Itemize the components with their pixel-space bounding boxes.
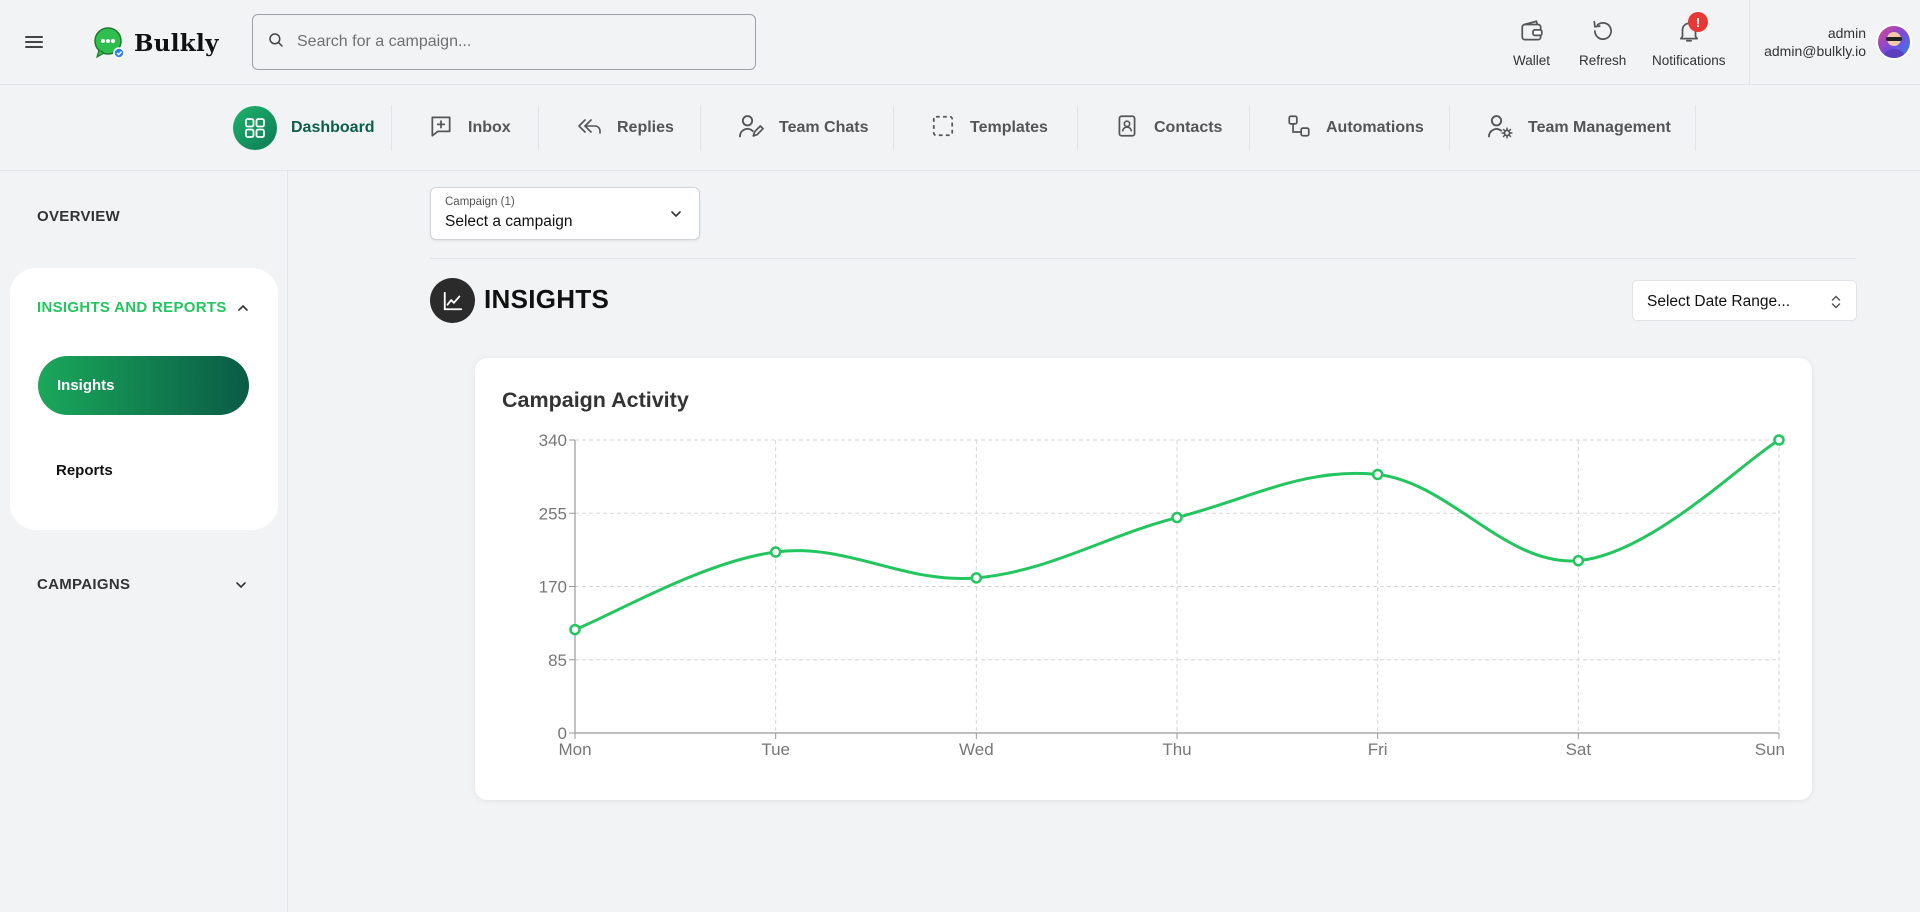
user-gear-icon [1486, 112, 1514, 145]
campaign-select-value: Select a campaign [445, 213, 573, 230]
notification-badge: ! [1688, 12, 1708, 32]
nav-dashboard-label: Dashboard [291, 119, 375, 136]
data-point [1371, 468, 1384, 481]
dashboard-icon [233, 106, 277, 150]
search-input[interactable] [297, 33, 737, 51]
brand-logo[interactable]: Bulkly [92, 24, 219, 62]
header-divider [1749, 0, 1750, 85]
nav-divider [1249, 105, 1250, 151]
sidebar-insights-group: INSIGHTS AND REPORTS Insights Reports [10, 268, 278, 530]
search-icon [267, 31, 285, 54]
data-point [569, 623, 581, 636]
data-point [1171, 511, 1183, 524]
section-divider [430, 258, 1856, 259]
wallet-icon [1519, 18, 1545, 49]
nav-automations-label: Automations [1326, 119, 1424, 136]
nav-inbox-label: Inbox [468, 119, 511, 136]
wallet-button[interactable]: Wallet [1513, 18, 1550, 68]
nav-contacts[interactable]: Contacts [1114, 103, 1222, 153]
page-title: INSIGHTS [484, 284, 610, 314]
x-tick-label: Thu [1162, 740, 1191, 759]
brand-name: Bulkly [134, 29, 219, 57]
wallet-label: Wallet [1513, 53, 1551, 68]
nav-dashboard[interactable]: Dashboard [233, 103, 375, 153]
y-tick-label: 170 [539, 578, 567, 597]
nav-templates[interactable]: Templates [930, 103, 1048, 153]
nav-replies[interactable]: Replies [575, 103, 674, 153]
nav-inbox[interactable]: Inbox [428, 103, 511, 153]
y-tick-label: 85 [548, 651, 567, 670]
up-down-chevron-icon [1830, 293, 1842, 316]
y-tick-label: 0 [558, 724, 567, 743]
sidebar-overview[interactable]: OVERVIEW [37, 208, 120, 225]
y-tick-label: 340 [539, 431, 567, 450]
refresh-icon [1590, 18, 1616, 49]
template-icon [930, 113, 956, 144]
nav-replies-label: Replies [617, 119, 674, 136]
nav-divider [1695, 105, 1696, 151]
sidebar-item-insights[interactable]: Insights [38, 356, 249, 415]
notifications-label: Notifications [1652, 53, 1726, 68]
campaign-activity-card: Campaign Activity 0 85 170 255 340 Mon Tue Wed T… [475, 358, 1812, 800]
nav-team-chats-label: Team Chats [779, 119, 869, 136]
refresh-label: Refresh [1579, 53, 1627, 68]
refresh-button[interactable]: Refresh [1579, 18, 1626, 68]
data-point [970, 572, 983, 584]
user-edit-icon [737, 112, 765, 145]
nav-team-management[interactable]: Team Management [1486, 103, 1671, 153]
data-point [1773, 434, 1785, 446]
campaign-select-label: Campaign (1) [445, 196, 515, 208]
chart-title: Campaign Activity [502, 388, 689, 412]
menu-icon[interactable] [22, 30, 46, 54]
x-tick-label: Sat [1566, 740, 1592, 759]
date-range-select[interactable]: Select Date Range... [1632, 280, 1857, 321]
data-point [769, 546, 782, 558]
chevron-down-icon [669, 207, 683, 226]
x-tick-label: Tue [761, 740, 790, 759]
sidebar-item-reports[interactable]: Reports [56, 462, 113, 479]
automation-icon [1286, 113, 1312, 144]
nav-team-chats[interactable]: Team Chats [737, 103, 869, 153]
reply-all-icon [575, 113, 603, 144]
user-name: admin [1827, 25, 1866, 41]
nav-divider [700, 105, 701, 151]
x-tick-label: Wed [959, 740, 994, 759]
x-tick-label: Sun [1755, 740, 1785, 759]
nav-divider [1449, 105, 1450, 151]
chevron-up-icon[interactable] [236, 301, 250, 315]
sidebar: OVERVIEW INSIGHTS AND REPORTS Insights R… [0, 171, 288, 912]
inbox-icon [428, 113, 454, 144]
chat-bubble-logo-icon [92, 26, 126, 60]
x-tick-label: Mon [558, 740, 591, 759]
nav-divider [893, 105, 894, 151]
date-range-value: Select Date Range... [1647, 293, 1791, 310]
nav-divider [538, 105, 539, 151]
notifications-button[interactable]: ! Notifications [1652, 12, 1726, 68]
search-bar[interactable] [252, 14, 756, 70]
nav-templates-label: Templates [970, 119, 1048, 136]
x-tick-label: Fri [1368, 740, 1388, 759]
avatar[interactable] [1876, 24, 1912, 60]
campaign-select[interactable]: Campaign (1) Select a campaign [430, 187, 700, 240]
nav-team-management-label: Team Management [1528, 119, 1671, 136]
data-point [1572, 554, 1585, 567]
main-navigation: Dashboard Inbox Replies Team Chats Templ… [0, 85, 1920, 171]
sidebar-campaigns[interactable]: CAMPAIGNS [37, 576, 131, 593]
user-email: admin@bulkly.io [1764, 43, 1866, 59]
nav-divider [391, 105, 392, 151]
chevron-down-icon[interactable] [234, 578, 248, 592]
y-tick-label: 255 [539, 504, 567, 523]
sidebar-insights-reports-header[interactable]: INSIGHTS AND REPORTS [37, 299, 227, 316]
nav-automations[interactable]: Automations [1286, 103, 1424, 153]
campaign-activity-chart: 0 85 170 255 340 Mon Tue Wed Thu Fri Sat Sun [539, 431, 1785, 759]
contact-book-icon [1114, 113, 1140, 144]
nav-contacts-label: Contacts [1154, 119, 1223, 136]
user-info[interactable]: admin admin@bulkly.io [1764, 24, 1866, 60]
nav-divider [1077, 105, 1078, 151]
trend-chart-icon [430, 278, 475, 323]
top-header: Bulkly Wallet Refresh ! Notifications ad… [0, 0, 1920, 85]
